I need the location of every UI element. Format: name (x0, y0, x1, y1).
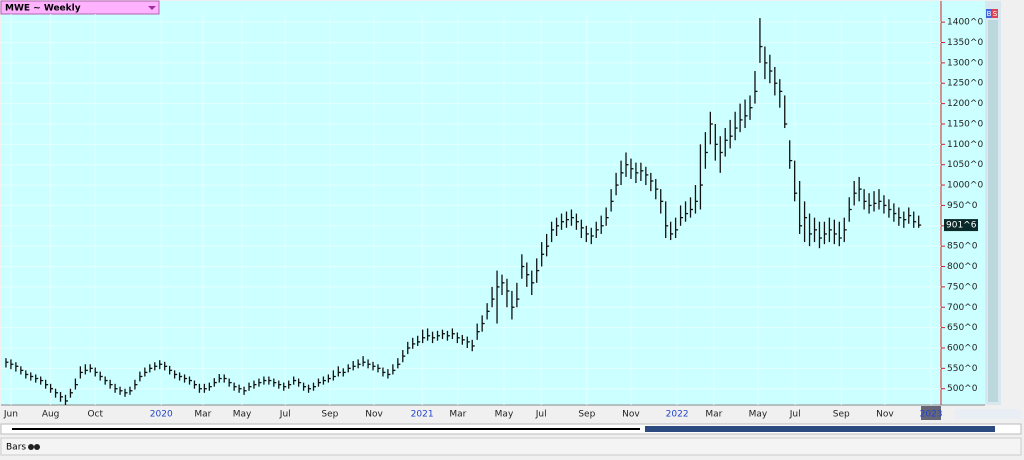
x-tick-label: 2020 (150, 410, 173, 420)
badge-s[interactable] (992, 9, 998, 18)
x-tick-label: Nov (876, 410, 894, 420)
x-tick-label: Jul (789, 410, 801, 420)
last-price-label: 901^6 (946, 221, 977, 231)
x-tick-label: Nov (622, 410, 640, 420)
symbol-title: MWE ~ Weekly (5, 4, 81, 14)
dropdown-arrow (148, 6, 156, 10)
plot-background (1, 1, 985, 405)
tab-icon (34, 444, 40, 450)
y-tick-label: 750^0 (947, 282, 978, 292)
y-tick-label: 550^0 (947, 364, 978, 374)
badge-b-text: B (987, 10, 992, 18)
y-tick-label: 600^0 (947, 343, 978, 353)
x-tick-label: Sep (321, 410, 338, 420)
y-tick-label: 650^0 (947, 323, 978, 333)
badge-b[interactable] (986, 9, 992, 18)
y-tick-label: 1050^0 (947, 160, 983, 170)
y-tick-label: 1200^0 (947, 99, 983, 109)
x-tick-label: Oct (87, 410, 103, 420)
x-tick-label: Aug (42, 410, 60, 420)
x-tick-label: 2023 (920, 410, 943, 420)
y-tick-label: 800^0 (947, 262, 978, 272)
x-tick-label: May (495, 410, 514, 420)
x-tick-label: Jul (535, 410, 547, 420)
x-tick-label: May (233, 410, 252, 420)
y-tick-label: 1350^0 (947, 38, 983, 48)
x-tick-label: Mar (705, 410, 722, 420)
last-price-box (944, 219, 978, 232)
x-tick-label: Nov (365, 410, 383, 420)
x-tick-label: Sep (833, 410, 850, 420)
tab-bar (0, 437, 1022, 456)
y-tick-label: 1150^0 (947, 119, 983, 129)
y-tick-label: 1100^0 (947, 140, 983, 150)
y-tick-label: 1300^0 (947, 58, 983, 68)
x-tick-label: Mar (449, 410, 466, 420)
x-tick-label: May (749, 410, 768, 420)
y-tick-label: 850^0 (947, 242, 978, 252)
nav-buttons[interactable] (955, 409, 1021, 419)
y-tick-label: 1400^0 (947, 18, 983, 28)
y-tick-label: 950^0 (947, 201, 978, 211)
badge-s-text: S (993, 10, 998, 18)
x-tick-label: Jul (279, 410, 291, 420)
x-tick-label: Sep (578, 410, 595, 420)
y-tick-label: 1250^0 (947, 79, 983, 89)
tab-icon (28, 444, 34, 450)
y-tick-label: 500^0 (947, 384, 978, 394)
x-tick-label: Mar (194, 410, 211, 420)
symbol-dropdown[interactable] (0, 0, 160, 15)
y-tick-label: 700^0 (947, 303, 978, 313)
side-strip (988, 20, 998, 402)
current-period-box (921, 406, 941, 420)
scroll-thumb[interactable] (645, 426, 995, 432)
tab-label[interactable]: Bars (6, 443, 26, 453)
x-tick-label: 2022 (666, 410, 689, 420)
x-tick-label: 2021 (411, 410, 434, 420)
x-tick-label: Jun (3, 410, 18, 420)
y-tick-label: 1000^0 (947, 181, 983, 191)
